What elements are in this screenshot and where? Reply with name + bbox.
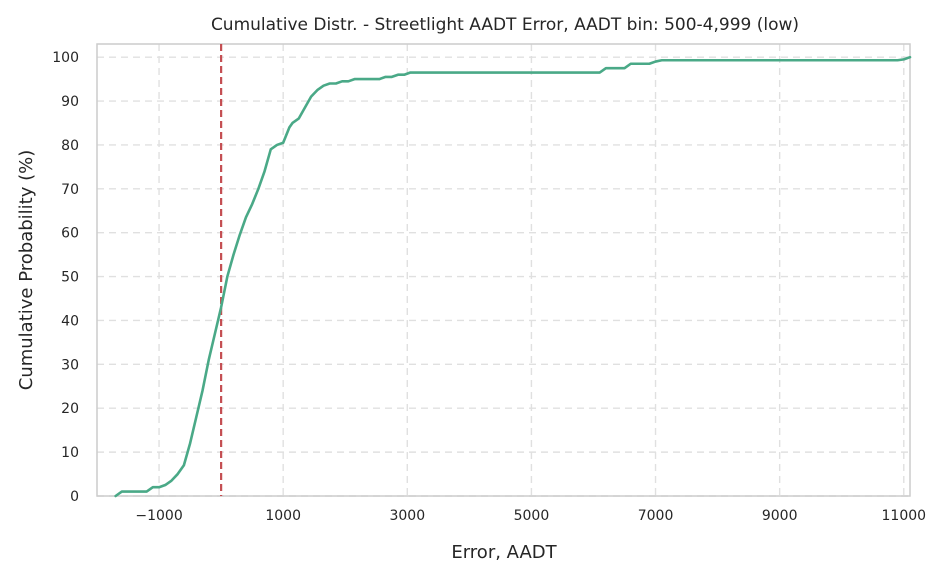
y-tick-label: 100 (52, 50, 79, 66)
plot-frame (96, 43, 911, 497)
x-tick-label: −1000 (135, 508, 182, 524)
x-tick-label: 7000 (638, 508, 674, 524)
x-tick-label: 9000 (762, 508, 798, 524)
y-tick-label: 50 (61, 270, 79, 286)
y-tick-label: 40 (61, 313, 79, 329)
y-axis-title: Cumulative Probability (%) (16, 150, 37, 390)
y-tick-label: 20 (61, 401, 79, 417)
x-tick-label: 1000 (265, 508, 301, 524)
y-tick-label: 0 (70, 489, 79, 505)
x-tick-label: 11000 (882, 508, 927, 524)
y-tick-label: 90 (61, 94, 79, 110)
x-axis-title: Error, AADT (451, 542, 557, 563)
y-axis-ticks: 0 10 20 30 40 50 60 70 80 90 100 (52, 50, 79, 505)
series-line-0 (114, 55, 912, 498)
chart-title: Cumulative Distr. - Streetlight AADT Err… (211, 15, 799, 35)
x-tick-label: 3000 (389, 508, 425, 524)
series-layer (114, 55, 912, 498)
y-tick-label: 70 (61, 182, 79, 198)
grid (97, 44, 910, 497)
x-tick-label: 5000 (514, 508, 550, 524)
y-tick-label: 30 (61, 357, 79, 373)
y-tick-label: 80 (61, 138, 79, 154)
y-tick-label: 10 (61, 445, 79, 461)
y-tick-label: 60 (61, 226, 79, 242)
x-axis-ticks: −1000 1000 3000 5000 7000 9000 11000 (135, 508, 926, 524)
